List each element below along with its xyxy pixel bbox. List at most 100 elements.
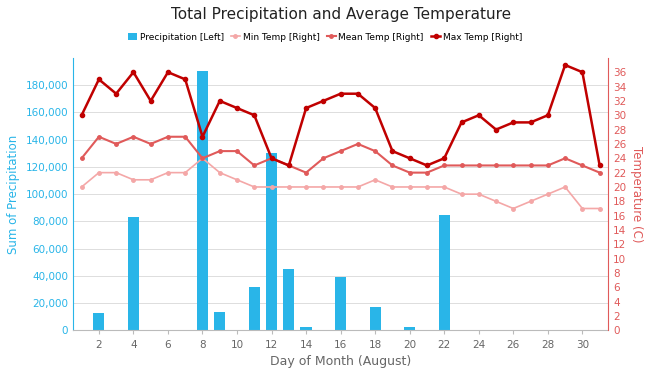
- Bar: [128, 217, 139, 330]
- Mean Temp [Right]: [129, 135, 137, 139]
- Bar: [300, 327, 312, 330]
- Bar: [214, 312, 226, 330]
- Max Temp [Right]: [147, 99, 155, 103]
- Min Temp [Right]: [389, 185, 396, 189]
- Max Temp [Right]: [302, 106, 310, 110]
- Bar: [283, 269, 294, 330]
- Title: Total Precipitation and Average Temperature: Total Precipitation and Average Temperat…: [170, 7, 511, 22]
- Max Temp [Right]: [596, 163, 604, 168]
- Max Temp [Right]: [440, 156, 448, 160]
- Mean Temp [Right]: [112, 142, 120, 146]
- Mean Temp [Right]: [458, 163, 465, 168]
- Min Temp [Right]: [268, 185, 276, 189]
- Max Temp [Right]: [371, 106, 379, 110]
- Bar: [249, 287, 260, 330]
- Max Temp [Right]: [354, 92, 362, 96]
- Min Temp [Right]: [371, 177, 379, 182]
- Mean Temp [Right]: [95, 135, 103, 139]
- Mean Temp [Right]: [216, 149, 224, 153]
- Min Temp [Right]: [78, 185, 86, 189]
- Max Temp [Right]: [492, 128, 500, 132]
- Min Temp [Right]: [250, 185, 258, 189]
- Min Temp [Right]: [423, 185, 431, 189]
- Max Temp [Right]: [112, 92, 120, 96]
- Min Temp [Right]: [354, 185, 362, 189]
- Min Temp [Right]: [578, 206, 586, 211]
- Mean Temp [Right]: [147, 142, 155, 146]
- Mean Temp [Right]: [423, 170, 431, 175]
- Mean Temp [Right]: [250, 163, 258, 168]
- Max Temp [Right]: [164, 70, 172, 74]
- Mean Temp [Right]: [181, 135, 189, 139]
- Mean Temp [Right]: [510, 163, 517, 168]
- Max Temp [Right]: [216, 99, 224, 103]
- Min Temp [Right]: [458, 192, 465, 196]
- Y-axis label: Sum of Precipitation: Sum of Precipitation: [7, 135, 20, 254]
- Max Temp [Right]: [389, 149, 396, 153]
- Bar: [335, 277, 346, 330]
- Min Temp [Right]: [199, 156, 207, 160]
- Mean Temp [Right]: [371, 149, 379, 153]
- Max Temp [Right]: [561, 63, 569, 67]
- Max Temp [Right]: [233, 106, 241, 110]
- X-axis label: Day of Month (August): Day of Month (August): [270, 355, 411, 368]
- Mean Temp [Right]: [492, 163, 500, 168]
- Bar: [404, 327, 415, 330]
- Min Temp [Right]: [216, 170, 224, 175]
- Min Temp [Right]: [492, 199, 500, 204]
- Min Temp [Right]: [337, 185, 344, 189]
- Min Temp [Right]: [302, 185, 310, 189]
- Min Temp [Right]: [233, 177, 241, 182]
- Max Temp [Right]: [285, 163, 292, 168]
- Max Temp [Right]: [181, 77, 189, 82]
- Min Temp [Right]: [129, 177, 137, 182]
- Line: Min Temp [Right]: Min Temp [Right]: [80, 156, 601, 210]
- Min Temp [Right]: [164, 170, 172, 175]
- Line: Mean Temp [Right]: Mean Temp [Right]: [80, 135, 601, 174]
- Min Temp [Right]: [285, 185, 292, 189]
- Min Temp [Right]: [95, 170, 103, 175]
- Mean Temp [Right]: [406, 170, 413, 175]
- Max Temp [Right]: [250, 113, 258, 117]
- Y-axis label: Temperature (C): Temperature (C): [630, 146, 643, 242]
- Min Temp [Right]: [561, 185, 569, 189]
- Max Temp [Right]: [510, 120, 517, 124]
- Max Temp [Right]: [458, 120, 465, 124]
- Mean Temp [Right]: [475, 163, 483, 168]
- Bar: [197, 72, 208, 330]
- Max Temp [Right]: [423, 163, 431, 168]
- Max Temp [Right]: [78, 113, 86, 117]
- Mean Temp [Right]: [199, 156, 207, 160]
- Mean Temp [Right]: [440, 163, 448, 168]
- Min Temp [Right]: [440, 185, 448, 189]
- Max Temp [Right]: [337, 92, 344, 96]
- Mean Temp [Right]: [285, 163, 292, 168]
- Min Temp [Right]: [112, 170, 120, 175]
- Mean Temp [Right]: [268, 156, 276, 160]
- Legend: Precipitation [Left], Min Temp [Right], Mean Temp [Right], Max Temp [Right]: Precipitation [Left], Min Temp [Right], …: [124, 29, 526, 45]
- Bar: [94, 313, 105, 330]
- Mean Temp [Right]: [354, 142, 362, 146]
- Mean Temp [Right]: [337, 149, 344, 153]
- Min Temp [Right]: [475, 192, 483, 196]
- Mean Temp [Right]: [389, 163, 396, 168]
- Max Temp [Right]: [526, 120, 534, 124]
- Min Temp [Right]: [596, 206, 604, 211]
- Max Temp [Right]: [129, 70, 137, 74]
- Max Temp [Right]: [475, 113, 483, 117]
- Max Temp [Right]: [199, 135, 207, 139]
- Bar: [439, 214, 450, 330]
- Line: Max Temp [Right]: Max Temp [Right]: [79, 63, 602, 168]
- Min Temp [Right]: [544, 192, 552, 196]
- Mean Temp [Right]: [302, 170, 310, 175]
- Mean Temp [Right]: [526, 163, 534, 168]
- Mean Temp [Right]: [233, 149, 241, 153]
- Min Temp [Right]: [526, 199, 534, 204]
- Mean Temp [Right]: [578, 163, 586, 168]
- Max Temp [Right]: [544, 113, 552, 117]
- Min Temp [Right]: [181, 170, 189, 175]
- Min Temp [Right]: [147, 177, 155, 182]
- Max Temp [Right]: [319, 99, 327, 103]
- Bar: [370, 307, 381, 330]
- Mean Temp [Right]: [596, 170, 604, 175]
